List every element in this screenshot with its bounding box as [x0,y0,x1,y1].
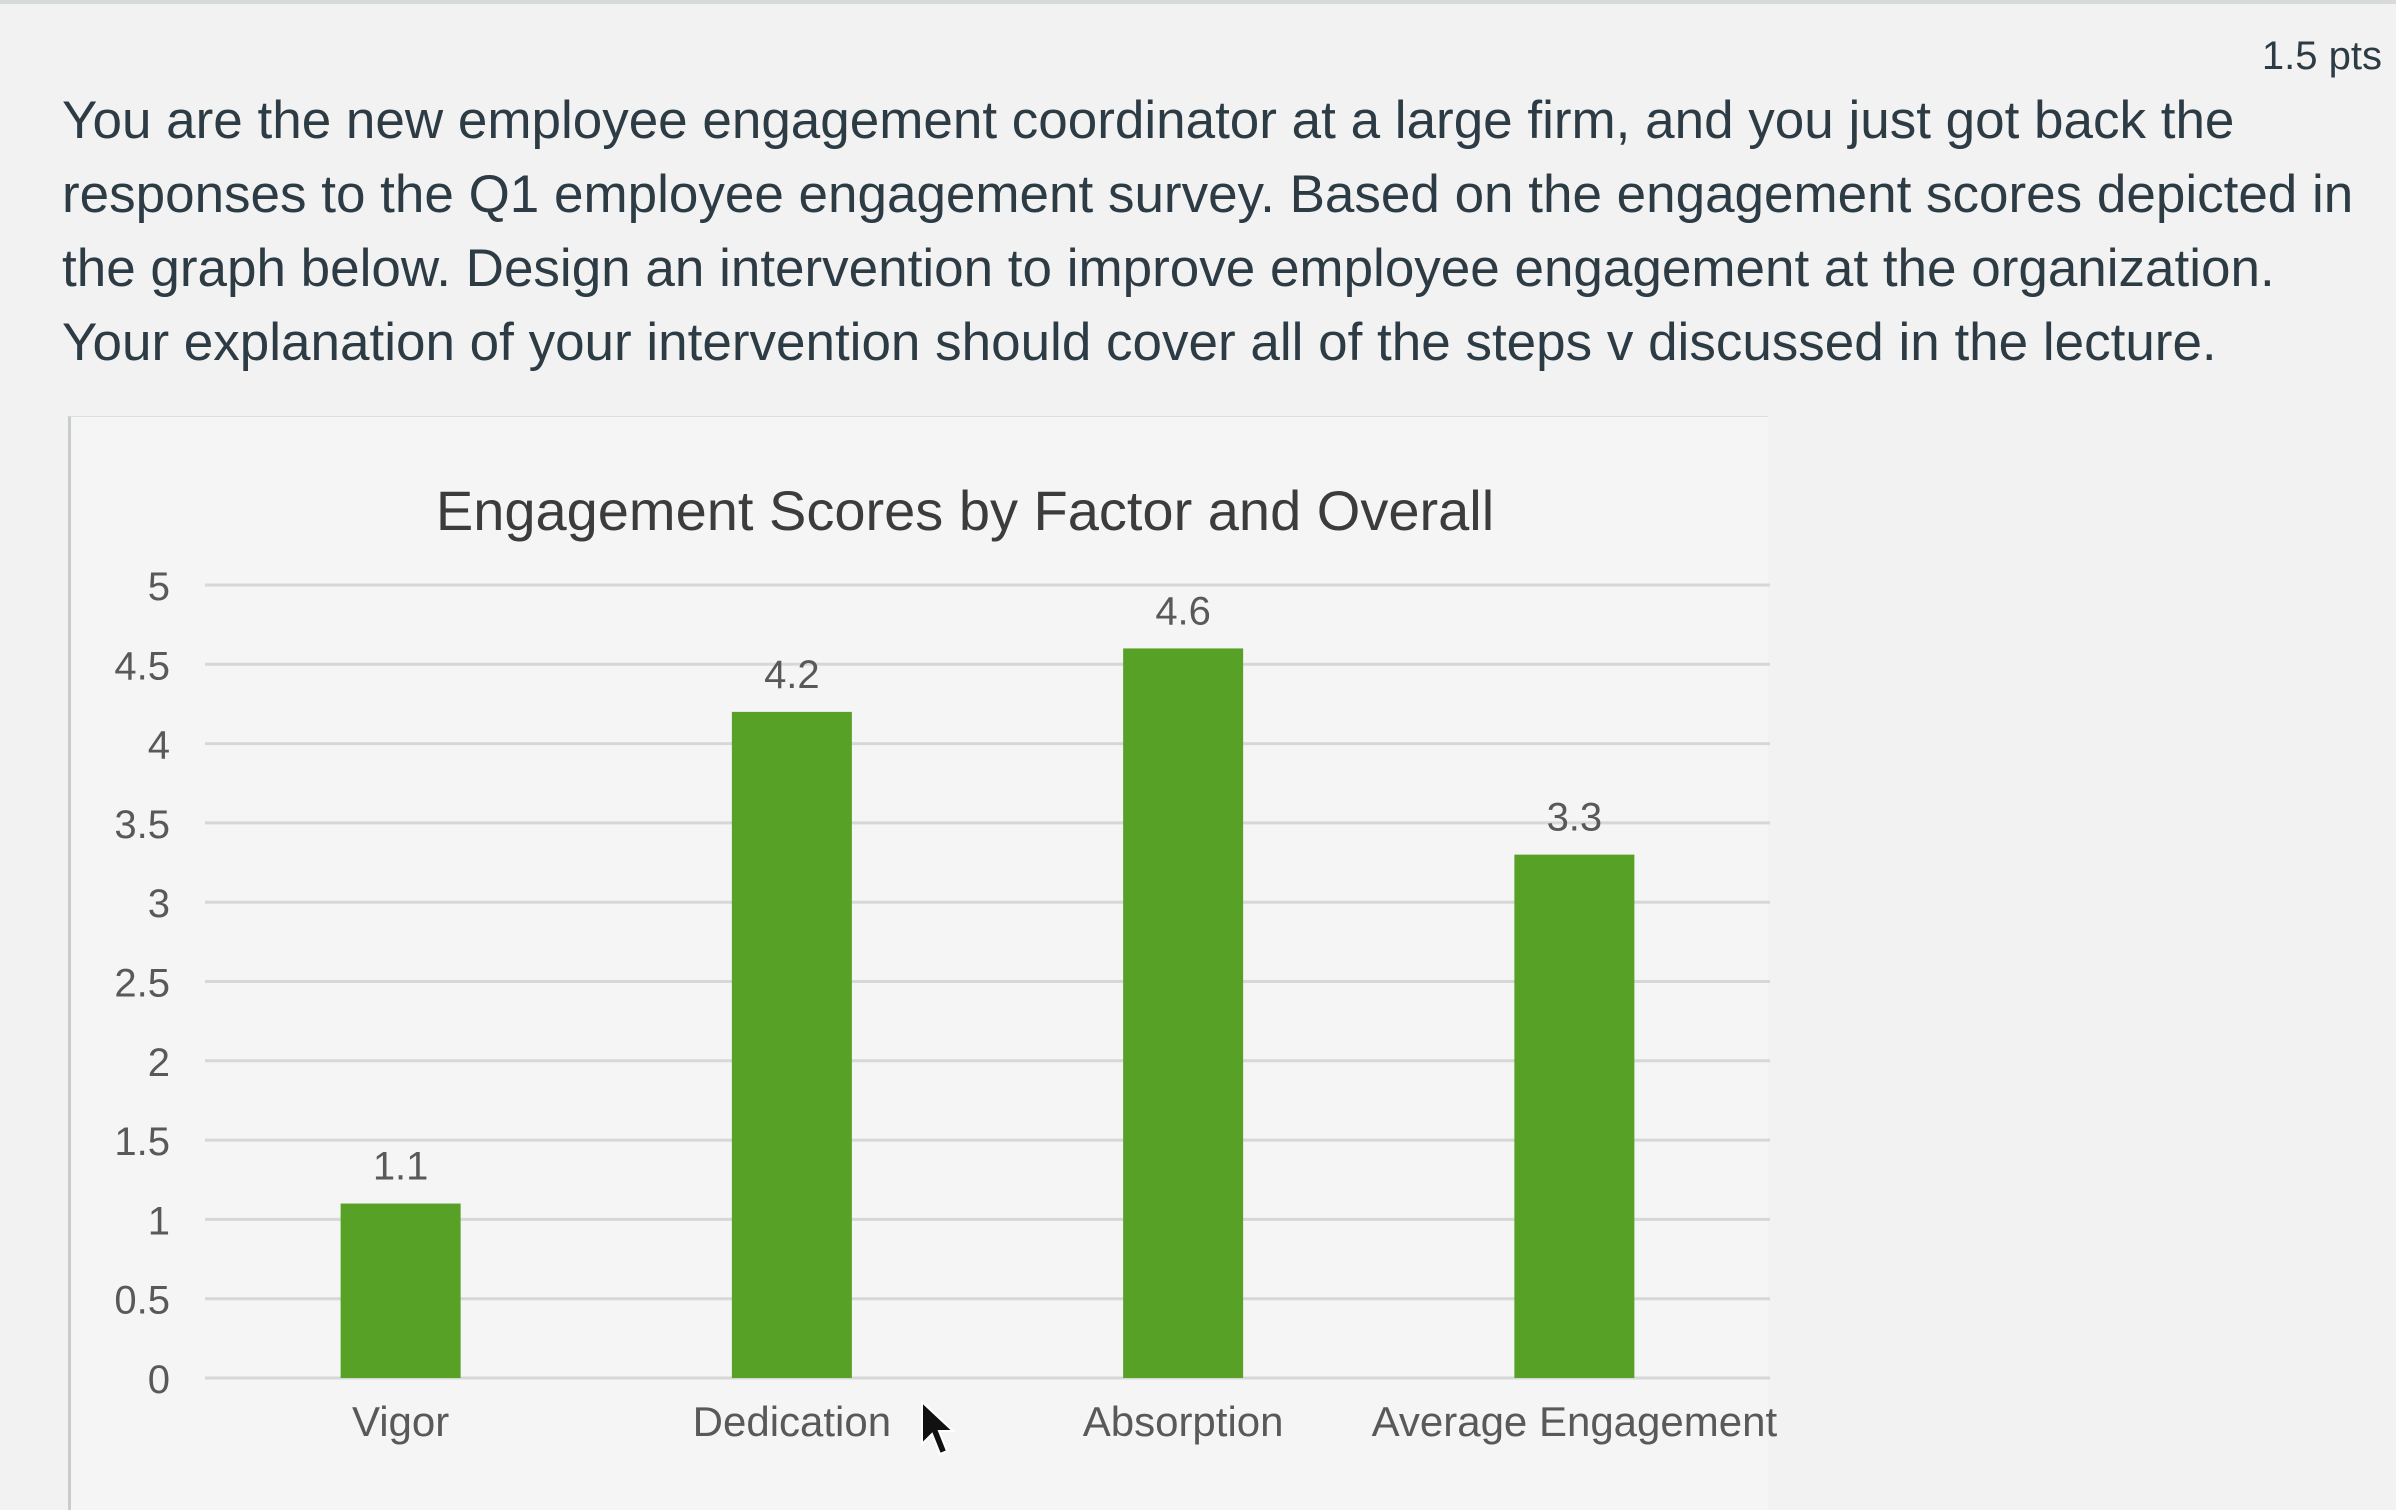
gridlines [205,583,1770,1380]
y-tick-label: 0.5 [114,1279,170,1323]
x-category-label: Dedication [693,1398,891,1445]
y-tick-label: 1 [148,1199,170,1243]
y-tick-label: 5 [148,565,170,609]
y-tick-label: 1.5 [114,1120,170,1164]
y-tick-label: 4 [148,724,170,768]
data-labels: 1.1 4.2 4.6 3.3 [373,589,1602,1188]
points-label: 1.5 pts [2261,34,2382,78]
y-tick-label: 0 [148,1358,170,1402]
x-axis-categories: Vigor Dedication Absorption Average Engagem… [352,1398,1777,1445]
y-tick-label: 3 [148,882,170,926]
x-category-label: Vigor [352,1398,449,1445]
data-label: 3.3 [1547,796,1603,840]
data-label: 1.1 [373,1145,429,1189]
y-tick-label: 3.5 [114,803,170,847]
mouse-pointer-icon [921,1400,956,1456]
x-category-label: Average Engagement [1372,1398,1778,1445]
question-text: You are the new employee engagement coor… [62,91,2368,372]
y-tick-label: 2 [148,1041,170,1085]
y-tick-label: 4.5 [114,644,170,688]
x-category-label: Absorption [1083,1398,1284,1445]
header-divider [0,0,2396,4]
bar-average-engagement [1514,854,1635,1378]
data-label: 4.6 [1155,589,1211,633]
data-label: 4.2 [764,653,820,697]
bar-dedication [731,711,852,1378]
bar-vigor [340,1203,461,1378]
y-tick-label: 2.5 [114,962,170,1006]
bar-absorption [1123,648,1244,1378]
bars [340,648,1635,1378]
y-axis-ticks: 0 0.5 1 1.5 2 2.5 3 3.5 4 4.5 5 [114,565,170,1402]
chart-title: Engagement Scores by Factor and Overall [436,479,1494,542]
